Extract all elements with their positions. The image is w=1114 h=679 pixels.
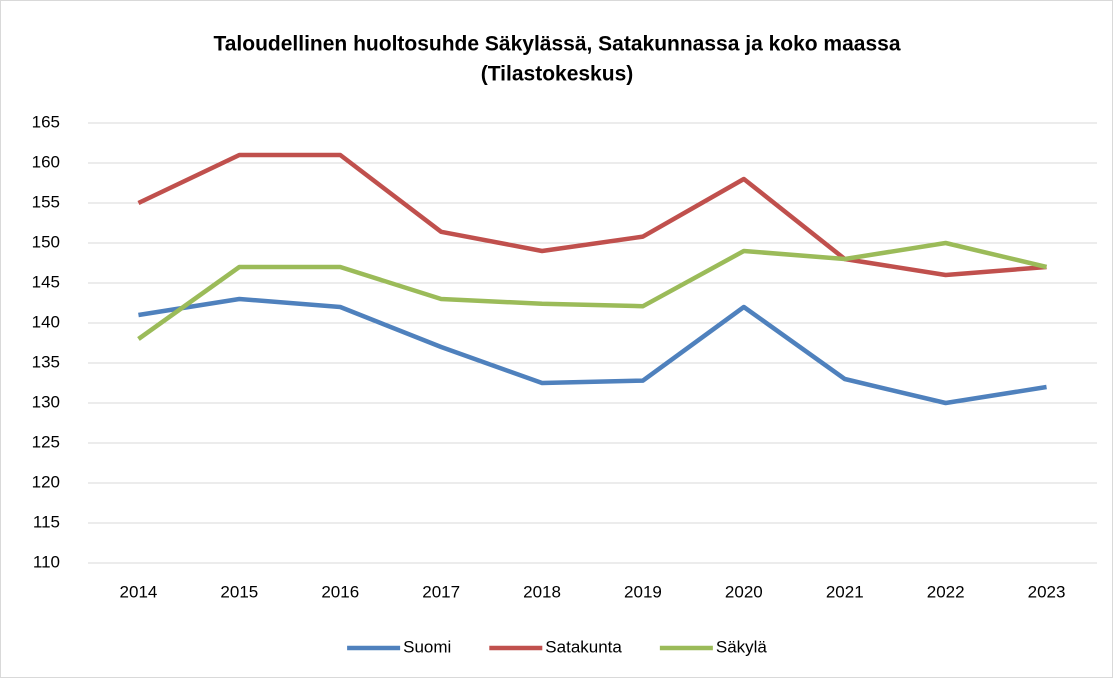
x-tick-label: 2014 [120, 582, 158, 601]
x-tick-label: 2023 [1028, 582, 1066, 601]
y-tick-label: 120 [32, 472, 60, 491]
legend-label: Säkylä [716, 637, 768, 656]
y-tick-label: 130 [32, 392, 60, 411]
y-tick-label: 110 [33, 552, 60, 571]
y-tick-label: 115 [33, 512, 60, 531]
x-tick-label: 2018 [523, 582, 561, 601]
x-tick-label: 2021 [826, 582, 864, 601]
x-tick-label: 2016 [321, 582, 359, 601]
y-tick-label: 155 [32, 192, 60, 211]
series-line [138, 296, 1047, 406]
x-tick-label: 2019 [624, 582, 662, 601]
chart-subtitle: (Tilastokeskus) [481, 63, 634, 86]
x-tick-label: 2022 [927, 582, 965, 601]
legend-label: Satakunta [545, 637, 622, 656]
x-tick-label: 2020 [725, 582, 763, 601]
y-tick-label: 165 [32, 112, 60, 131]
chart-title: Taloudellinen huoltosuhde Säkylässä, Sat… [213, 33, 900, 56]
y-tick-label: 125 [32, 432, 60, 451]
y-tick-label: 150 [32, 232, 60, 251]
y-tick-label: 145 [32, 272, 60, 291]
series-line [137, 240, 1048, 341]
x-tick-label: 2017 [422, 582, 460, 601]
y-tick-label: 140 [32, 312, 60, 331]
x-tick-label: 2015 [220, 582, 258, 601]
legend-label: Suomi [403, 637, 451, 656]
y-tick-label: 135 [32, 352, 60, 371]
series-line [137, 152, 1047, 278]
y-tick-label: 160 [32, 152, 60, 171]
